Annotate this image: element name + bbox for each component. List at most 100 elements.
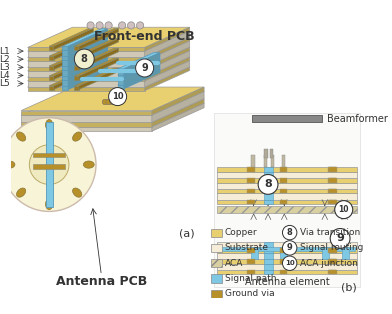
Polygon shape (152, 87, 204, 115)
Text: ACA: ACA (225, 259, 243, 268)
Polygon shape (145, 37, 190, 61)
Bar (280, 259, 287, 264)
Polygon shape (79, 68, 118, 89)
Circle shape (127, 22, 135, 29)
Circle shape (102, 99, 108, 105)
Polygon shape (118, 53, 160, 69)
Bar (329, 200, 336, 204)
Circle shape (106, 99, 111, 105)
Polygon shape (145, 51, 190, 77)
Bar (263, 172, 274, 178)
Polygon shape (124, 62, 160, 85)
Bar (329, 248, 336, 253)
Text: 10: 10 (338, 205, 349, 214)
Circle shape (109, 88, 127, 106)
Bar (263, 253, 274, 259)
Polygon shape (21, 103, 204, 127)
Bar (247, 270, 254, 274)
Circle shape (105, 22, 112, 29)
Text: Copper: Copper (225, 228, 258, 237)
Bar (247, 248, 254, 253)
Polygon shape (118, 75, 124, 79)
Circle shape (283, 241, 297, 255)
Bar (328, 167, 336, 172)
Text: Antenna element: Antenna element (245, 277, 329, 287)
Polygon shape (145, 47, 190, 71)
Text: L2: L2 (0, 55, 9, 64)
Bar (220, 246, 354, 251)
Polygon shape (62, 86, 68, 89)
Polygon shape (27, 31, 190, 51)
Bar (265, 149, 268, 158)
Bar (329, 259, 336, 264)
Bar (214, 113, 360, 287)
Polygon shape (118, 69, 160, 85)
Bar (247, 167, 254, 172)
Bar (217, 193, 357, 200)
Polygon shape (62, 62, 108, 79)
Text: ACA junction: ACA junction (299, 259, 358, 268)
Polygon shape (54, 58, 93, 79)
Bar (322, 246, 329, 259)
Bar (217, 242, 357, 248)
Ellipse shape (16, 188, 26, 197)
Polygon shape (27, 47, 145, 51)
Ellipse shape (16, 132, 26, 141)
Ellipse shape (73, 188, 82, 197)
Bar (251, 246, 258, 259)
Bar (247, 178, 254, 183)
Polygon shape (27, 61, 145, 67)
Bar (280, 200, 287, 204)
Polygon shape (49, 58, 93, 76)
Polygon shape (74, 66, 79, 70)
Polygon shape (118, 69, 124, 75)
Text: L5: L5 (0, 79, 9, 88)
Bar (263, 178, 274, 183)
Polygon shape (145, 27, 190, 51)
Polygon shape (145, 31, 190, 57)
Polygon shape (74, 68, 118, 86)
Bar (217, 189, 357, 193)
Polygon shape (145, 41, 190, 67)
Polygon shape (27, 67, 145, 71)
Circle shape (118, 22, 126, 29)
Polygon shape (27, 71, 145, 77)
Bar (252, 115, 322, 122)
Circle shape (2, 118, 96, 211)
Polygon shape (74, 76, 79, 79)
Ellipse shape (83, 161, 94, 168)
Bar (211, 244, 222, 252)
Circle shape (109, 99, 115, 105)
Bar (217, 259, 357, 264)
Text: 8: 8 (264, 179, 272, 189)
Polygon shape (27, 27, 190, 47)
Bar (270, 149, 274, 158)
Text: 8: 8 (81, 54, 88, 64)
Text: (b): (b) (341, 282, 357, 292)
Polygon shape (49, 29, 93, 46)
Bar (342, 246, 349, 259)
Polygon shape (49, 66, 54, 70)
Polygon shape (62, 56, 68, 60)
Polygon shape (27, 87, 145, 91)
Polygon shape (27, 81, 145, 87)
Bar (211, 290, 222, 298)
Polygon shape (68, 48, 108, 70)
Text: 9: 9 (287, 243, 292, 252)
Text: 10: 10 (112, 92, 123, 101)
Polygon shape (124, 69, 160, 89)
Polygon shape (124, 53, 160, 75)
Circle shape (102, 99, 108, 105)
Polygon shape (145, 61, 190, 87)
Polygon shape (27, 51, 190, 71)
Bar (280, 270, 287, 274)
Bar (217, 253, 357, 259)
Text: Beamformer: Beamformer (327, 114, 387, 124)
Polygon shape (79, 48, 118, 70)
Bar (217, 167, 357, 172)
Bar (217, 200, 357, 204)
Bar (281, 155, 285, 167)
Polygon shape (62, 32, 108, 50)
Polygon shape (27, 57, 190, 77)
Ellipse shape (45, 199, 53, 210)
